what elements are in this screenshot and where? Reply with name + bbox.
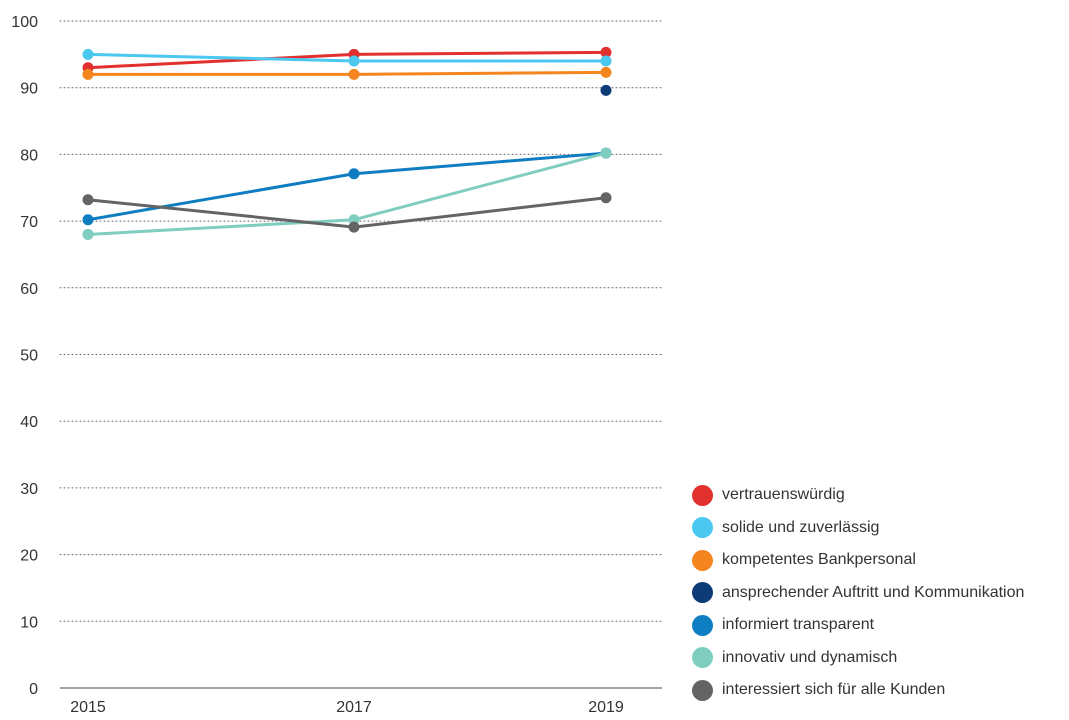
y-tick-label-70: 70 — [20, 214, 38, 231]
legend-swatch-icon — [692, 614, 713, 636]
y-tick-label-20: 20 — [20, 548, 38, 565]
series-5 — [82, 147, 612, 226]
legend-label: vertrauenswürdig — [722, 486, 845, 504]
gridlines — [59, 20, 663, 622]
data-point-6-2019 — [600, 147, 612, 159]
y-tick-label-40: 40 — [20, 414, 38, 431]
legend-label: ansprechender Auftritt und Kommunikation — [722, 583, 1025, 601]
data-point-6-2015 — [82, 228, 94, 240]
series-line-3 — [86, 70, 608, 76]
legend-swatch-icon — [692, 679, 713, 701]
data-point-1-2019 — [600, 46, 612, 58]
legend-item: informiert transparent — [692, 609, 1069, 642]
y-tick-label-0: 0 — [29, 681, 38, 698]
series-4 — [600, 84, 612, 96]
x-tick-label-2015: 2015 — [70, 699, 106, 715]
data-point-5-2015 — [82, 214, 94, 226]
data-point-3-2019 — [600, 66, 612, 78]
x-axis-ticks: 2015 2017 2019 — [70, 699, 624, 716]
series-line-5 — [86, 151, 608, 222]
data-point-7-2015 — [82, 194, 94, 206]
legend-label: innovativ und dynamisch — [722, 648, 898, 666]
legend-label: interessiert sich für alle Kunden — [722, 681, 946, 699]
y-tick-label-100: 100 — [11, 14, 38, 31]
series-line-7 — [86, 196, 608, 229]
legend-label: informiert transparent — [722, 616, 875, 634]
data-point-2-2017 — [348, 55, 360, 67]
series-2 — [82, 48, 612, 67]
legend-swatch-icon — [692, 484, 713, 506]
legend-swatch-icon — [692, 647, 713, 669]
y-tick-label-10: 10 — [20, 614, 38, 631]
legend-swatch-icon — [692, 549, 713, 571]
data-point-4-2019 — [600, 84, 612, 96]
data-point-2-2019 — [600, 55, 612, 67]
legend-label: kompetentes Bankpersonal — [722, 551, 916, 569]
data-point-2-2015 — [82, 48, 94, 60]
data-point-7-2019 — [600, 192, 612, 204]
legend-swatch-icon — [692, 582, 713, 604]
series-7 — [82, 192, 612, 233]
data-point-3-2017 — [348, 68, 360, 80]
x-tick-label-2017: 2017 — [336, 699, 372, 715]
series-3 — [82, 66, 612, 80]
x-tick-label-2019: 2019 — [588, 699, 624, 715]
legend-item: ansprechender Auftritt und Kommunikation — [692, 577, 1069, 610]
y-tick-label-90: 90 — [20, 81, 38, 98]
y-tick-label-50: 50 — [20, 348, 38, 365]
y-axis-ticks: 0 10 20 30 40 50 60 70 80 90 100 — [11, 14, 38, 698]
legend-item: innovativ und dynamisch — [692, 642, 1069, 675]
series-line-6 — [86, 151, 608, 236]
legend-item: solide und zuverlässig — [692, 512, 1069, 545]
data-point-7-2017 — [348, 221, 360, 233]
legend-label: solide und zuverlässig — [722, 518, 880, 536]
y-tick-label-80: 80 — [20, 147, 38, 164]
legend-swatch-icon — [692, 517, 713, 539]
legend-item: vertrauenswürdig — [692, 479, 1069, 512]
legend-item: kompetentes Bankpersonal — [692, 544, 1069, 577]
data-point-5-2017 — [348, 168, 360, 180]
data-point-3-2015 — [82, 68, 94, 80]
y-tick-label-30: 30 — [20, 481, 38, 498]
legend-item: interessiert sich für alle Kunden — [692, 674, 1069, 707]
y-tick-label-60: 60 — [20, 281, 38, 298]
chart-legend: vertrauenswürdig solide und zuverlässig ko… — [692, 479, 1069, 707]
